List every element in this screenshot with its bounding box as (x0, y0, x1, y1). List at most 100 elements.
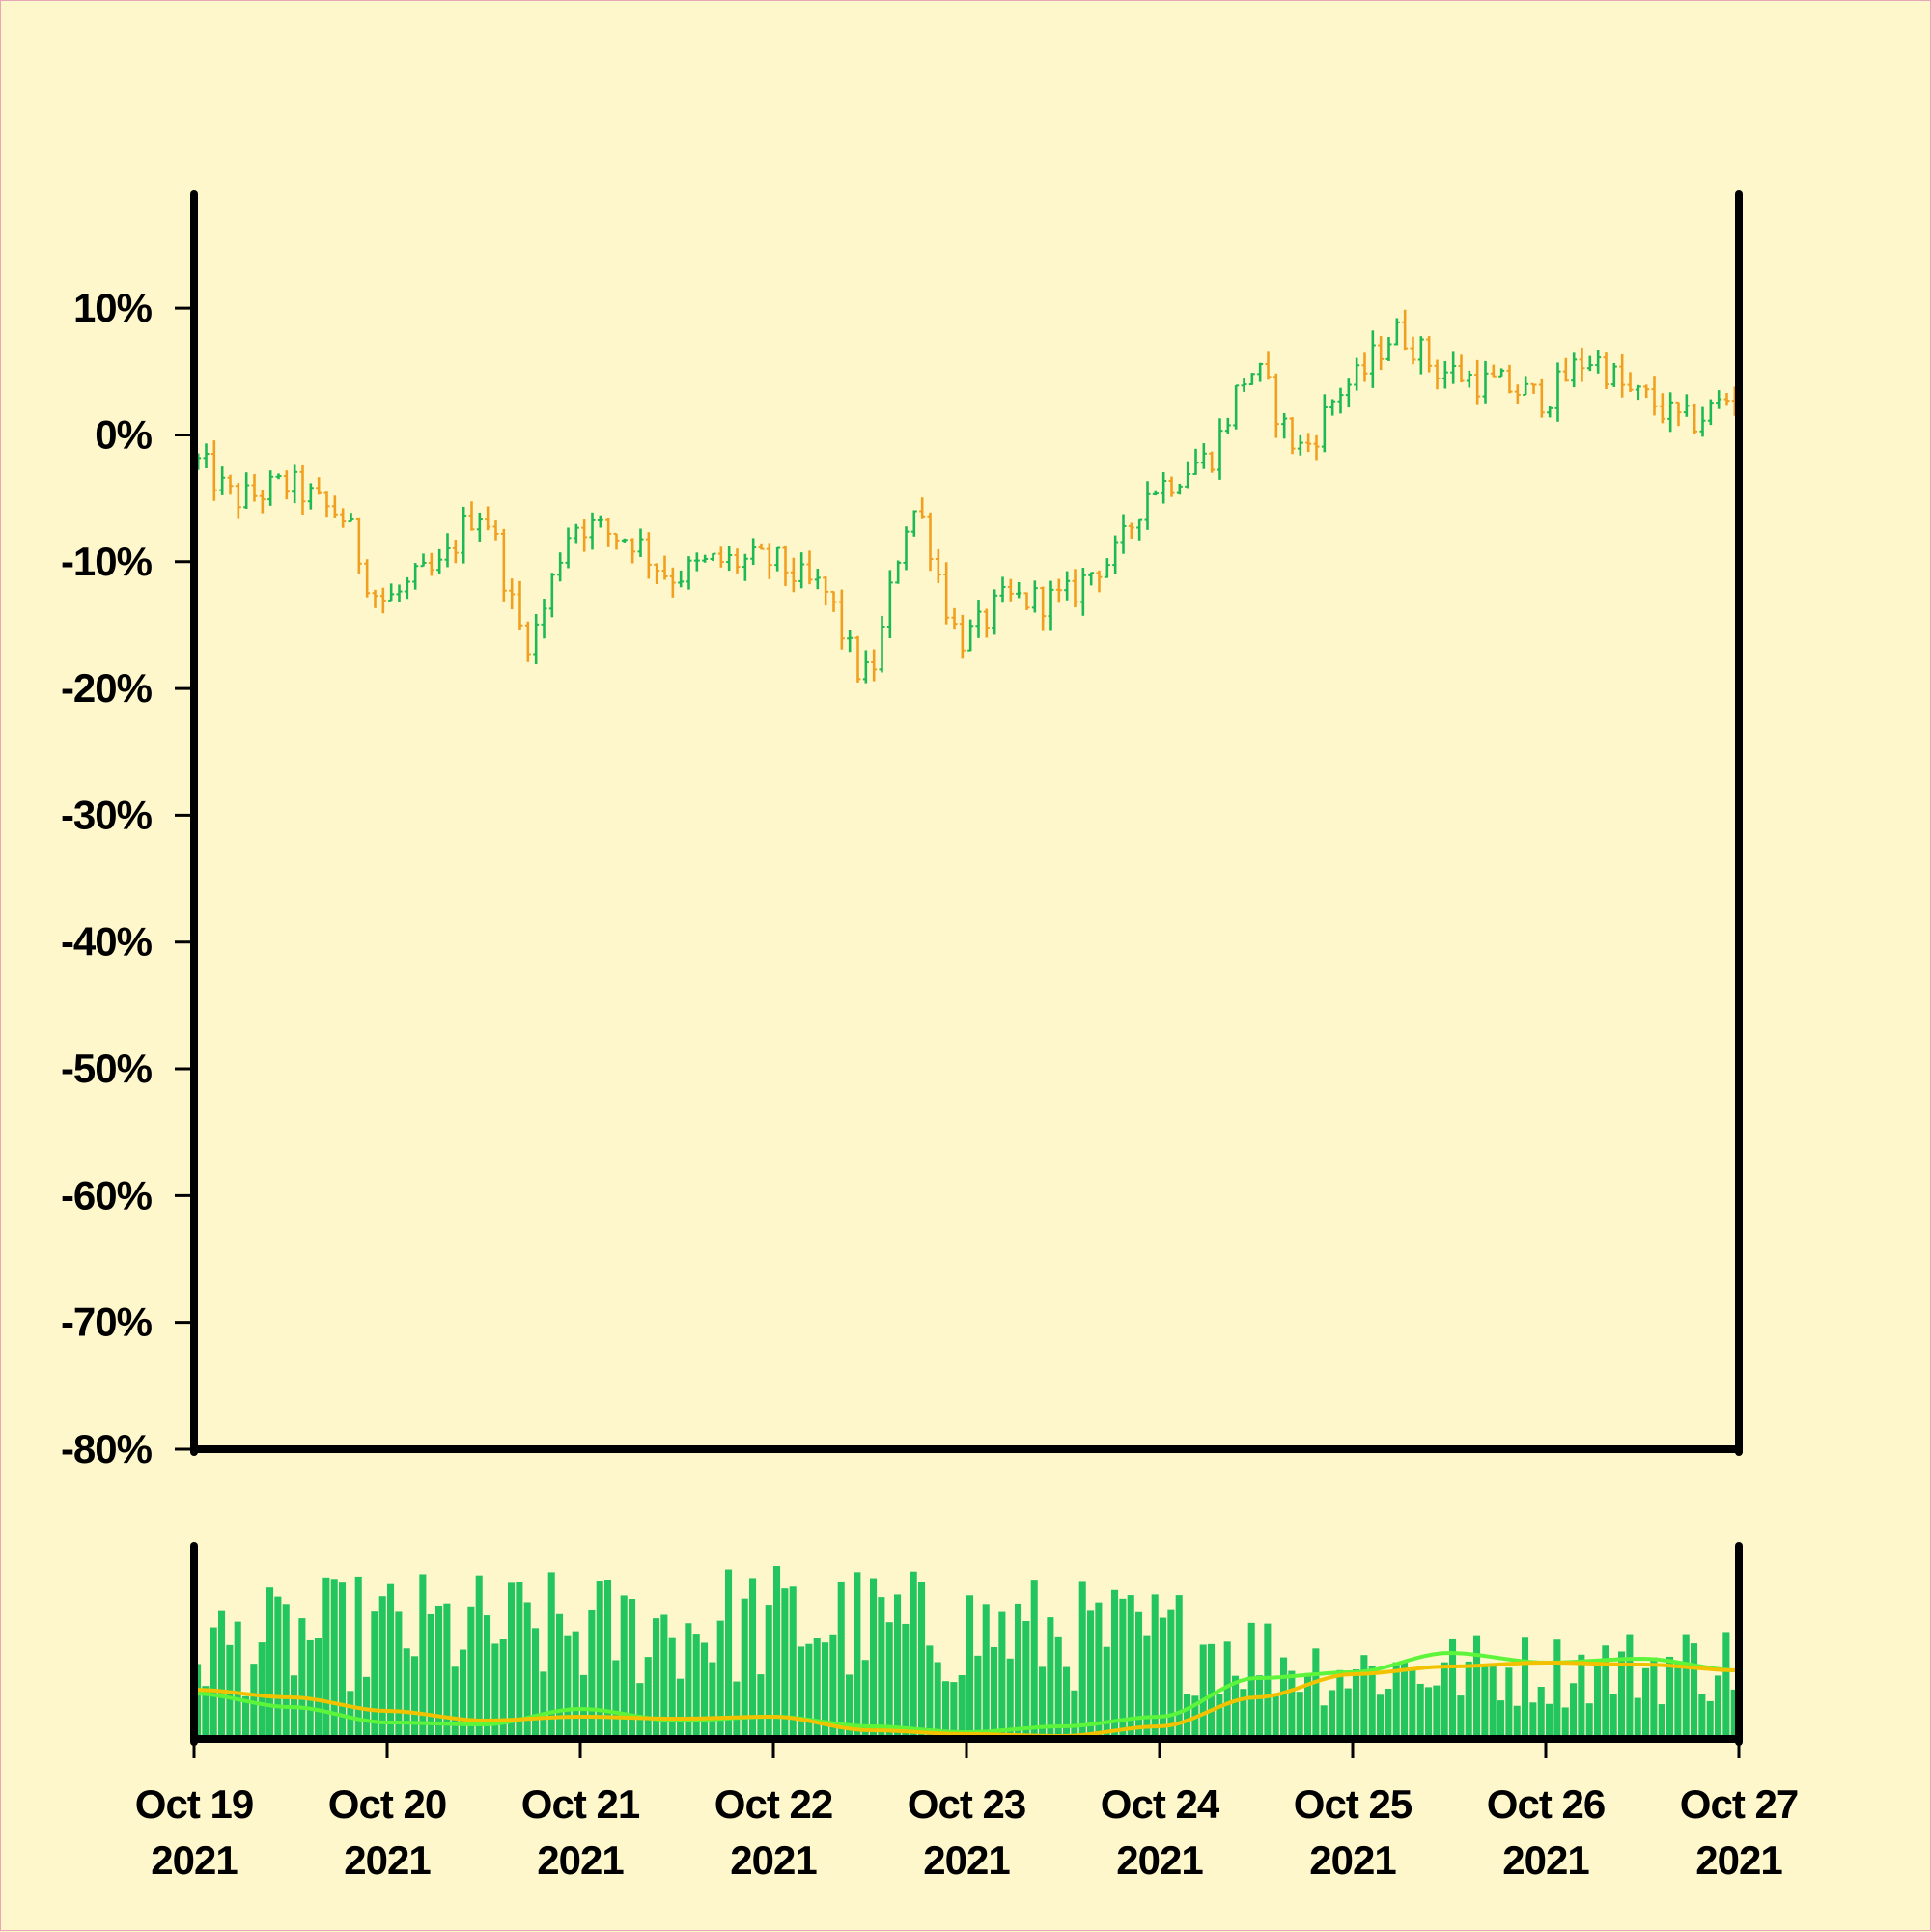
volume-bar (540, 1671, 547, 1739)
volume-bar (1715, 1675, 1722, 1739)
x-tick-label-date: Oct 19 (135, 1781, 253, 1827)
volume-bar (523, 1602, 531, 1739)
volume-bar (974, 1655, 982, 1739)
volume-bar (1071, 1690, 1078, 1739)
volume-bar (644, 1657, 652, 1739)
volume-bar (419, 1574, 427, 1739)
axes-group (175, 190, 1743, 1758)
x-tick-label-date: Oct 27 (1680, 1781, 1798, 1827)
volume-bar (870, 1578, 878, 1739)
x-tick-label-date: Oct 26 (1487, 1781, 1605, 1827)
x-tick-label-date: Oct 22 (714, 1781, 832, 1827)
volume-bar (1401, 1662, 1409, 1739)
volume-bar (1505, 1667, 1513, 1739)
volume-bar (1634, 1697, 1641, 1739)
volume-bar (1553, 1639, 1561, 1739)
volume-bar (1280, 1657, 1288, 1739)
volume-bar (1063, 1666, 1071, 1739)
volume-bar (958, 1674, 966, 1739)
volume-bar (1658, 1704, 1665, 1739)
volume-bar (1111, 1589, 1119, 1739)
x-tick-label-date: Oct 20 (328, 1781, 446, 1827)
volume-bar (564, 1635, 572, 1739)
volume-bar (1039, 1666, 1047, 1739)
volume-bar (1135, 1611, 1143, 1739)
volume-bar (347, 1691, 354, 1739)
volume-bar (1015, 1603, 1022, 1739)
volume-bar (508, 1582, 516, 1739)
volume-bar (1256, 1675, 1264, 1739)
volume-bar (1666, 1656, 1674, 1739)
volume-bar (902, 1623, 910, 1739)
volume-bar (403, 1648, 410, 1739)
volume-bar (266, 1587, 274, 1739)
volume-bar (692, 1634, 700, 1739)
volume-bar (1602, 1645, 1609, 1739)
x-tick-label-year: 2021 (1695, 1837, 1782, 1883)
volume-bar (1119, 1598, 1127, 1739)
volume-bar (1465, 1661, 1472, 1739)
volume-bar (1433, 1685, 1441, 1739)
volume-bar (1642, 1667, 1650, 1739)
volume-bar (1047, 1617, 1054, 1739)
volume-bar (202, 1686, 210, 1739)
volume-bar (451, 1666, 459, 1739)
volume-bar (725, 1569, 733, 1739)
volume-bar (378, 1596, 386, 1739)
volume-bar (982, 1604, 990, 1739)
x-tick-label-date: Oct 24 (1101, 1781, 1220, 1827)
volume-bar (910, 1571, 917, 1739)
volume-bar (757, 1674, 765, 1739)
y-tick-label: -80% (61, 1426, 153, 1471)
volume-bar (1368, 1666, 1376, 1739)
volume-bar (805, 1643, 813, 1739)
volume-bar (1312, 1648, 1320, 1739)
y-tick-label: -40% (61, 919, 153, 965)
volume-bar (1288, 1670, 1296, 1739)
volume-bar (1691, 1643, 1698, 1739)
volume-bar (1216, 1694, 1223, 1739)
volume-bar (1329, 1690, 1336, 1739)
volume-bar (991, 1646, 998, 1739)
x-tick-label-date: Oct 23 (908, 1781, 1025, 1827)
volume-bar (837, 1581, 845, 1739)
volume-bar (1240, 1689, 1247, 1739)
y-tick-label: -30% (61, 792, 153, 837)
volume-bar (371, 1611, 378, 1739)
volume-bar (547, 1572, 555, 1739)
volume-bar (1578, 1654, 1585, 1739)
volume-bar (572, 1631, 579, 1739)
volume-bar (653, 1618, 660, 1739)
volume-bar (1377, 1694, 1385, 1739)
volume-bar (556, 1613, 564, 1739)
volume-bar (322, 1577, 330, 1739)
volume-bar (950, 1682, 958, 1739)
volume-bar (1223, 1641, 1231, 1739)
volume-bar (861, 1660, 869, 1739)
volume-bar (612, 1660, 620, 1739)
x-tick-label-year: 2021 (151, 1837, 238, 1883)
volume-bar (636, 1683, 644, 1739)
volume-bar (1529, 1702, 1537, 1739)
x-tick-label-year: 2021 (1502, 1837, 1589, 1883)
volume-bar (1497, 1700, 1505, 1739)
volume-bar (998, 1611, 1006, 1739)
volume-bar (926, 1645, 934, 1739)
volume-bar (846, 1674, 854, 1739)
volume-bar (1546, 1703, 1553, 1739)
volume-bar (1481, 1666, 1489, 1739)
volume-bar (1054, 1636, 1062, 1739)
x-tick-label-date: Oct 25 (1294, 1781, 1413, 1827)
volume-bar (1537, 1687, 1545, 1739)
volume-bar (1585, 1703, 1593, 1739)
volume-bar (1473, 1635, 1481, 1739)
volume-bar (829, 1634, 837, 1739)
volume-bar (878, 1597, 885, 1739)
volume-bar (1594, 1661, 1602, 1739)
volume-bar (499, 1639, 507, 1739)
volume-bar (854, 1572, 861, 1739)
tick-labels-group: 10% 0% -10% -20% -30% -40% -50% -60% -70% -80% Oct… (61, 285, 1799, 1883)
volume-bar (1626, 1634, 1634, 1739)
y-tick-label: 10% (73, 285, 153, 330)
